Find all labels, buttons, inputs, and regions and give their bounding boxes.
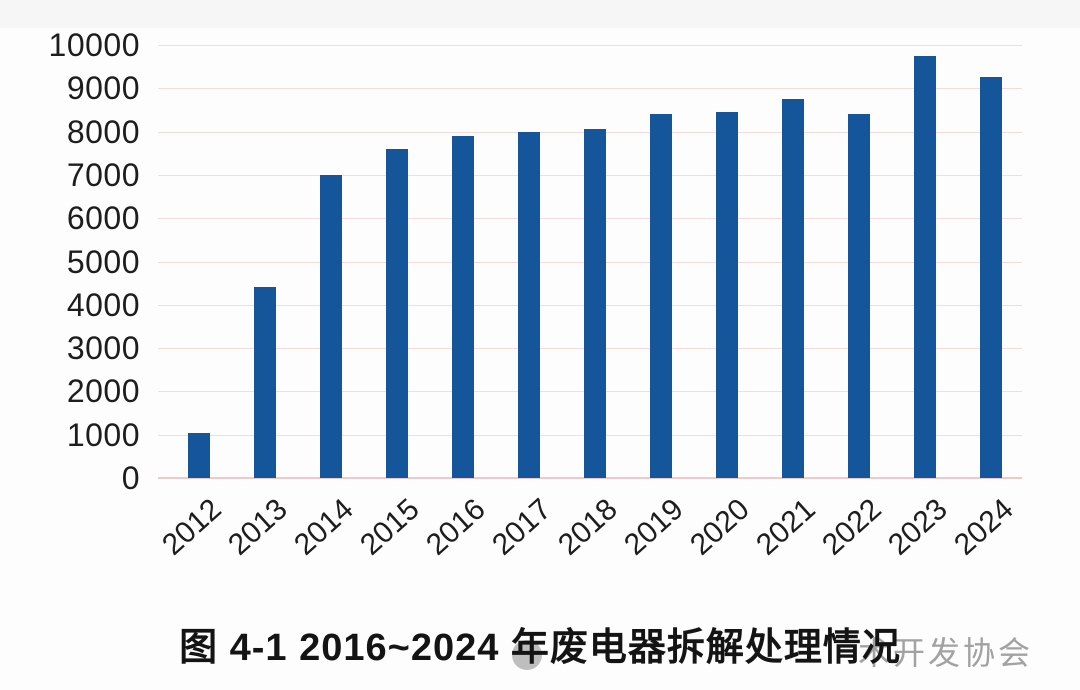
x-tick-label-2013: 2013	[222, 492, 294, 562]
x-tick-label-2017: 2017	[486, 492, 558, 562]
x-tick-label-2019: 2019	[618, 492, 690, 562]
x-tick-label-2020: 2020	[684, 492, 756, 562]
y-tick-label-3000: 3000	[66, 330, 140, 367]
bar-2019	[650, 114, 672, 478]
bar-2016	[452, 135, 474, 478]
bar-2018	[584, 129, 606, 478]
y-tick-label-9000: 9000	[66, 70, 140, 107]
bar-2022	[848, 114, 870, 478]
bar-2013	[254, 287, 276, 478]
watermark-logo-icon	[512, 640, 542, 670]
bar-2015	[386, 148, 408, 478]
x-tick-label-2015: 2015	[354, 492, 426, 562]
bar-2020	[716, 112, 738, 478]
x-tick-label-2022: 2022	[816, 492, 888, 562]
x-tick-label-2023: 2023	[882, 492, 954, 562]
y-tick-label-4000: 4000	[66, 286, 140, 323]
x-tick-label-2014: 2014	[288, 492, 360, 562]
bar-2023	[914, 55, 936, 478]
bar-2014	[320, 174, 342, 478]
bar-2021	[782, 99, 804, 478]
x-tick-label-2012: 2012	[156, 492, 228, 562]
bar-2012	[188, 432, 210, 478]
x-tick-label-2024: 2024	[948, 492, 1020, 562]
y-tick-label-5000: 5000	[66, 243, 140, 280]
gridline-10000	[158, 45, 1022, 46]
y-tick-label-10000: 10000	[48, 27, 140, 63]
y-tick-label-6000: 6000	[66, 200, 140, 237]
y-tick-label-1000: 1000	[66, 416, 140, 453]
x-tick-label-2021: 2021	[750, 492, 822, 562]
y-tick-label-8000: 8000	[66, 113, 140, 150]
bar-2024	[980, 77, 1002, 478]
watermark-text: 术开发协会	[858, 635, 1034, 671]
x-tick-label-2016: 2016	[420, 492, 492, 562]
x-axis-baseline	[158, 477, 1022, 479]
gridline-9000	[158, 88, 1022, 90]
bar-2017	[518, 131, 540, 478]
plot-area	[158, 45, 1022, 479]
figure-caption: 图 4-1 2016~2024 年废电器拆解处理情况	[179, 627, 901, 669]
x-tick-label-2018: 2018	[552, 492, 624, 562]
y-tick-label-0: 0	[121, 460, 140, 496]
y-tick-label-7000: 7000	[66, 156, 140, 193]
y-tick-label-2000: 2000	[66, 373, 140, 410]
